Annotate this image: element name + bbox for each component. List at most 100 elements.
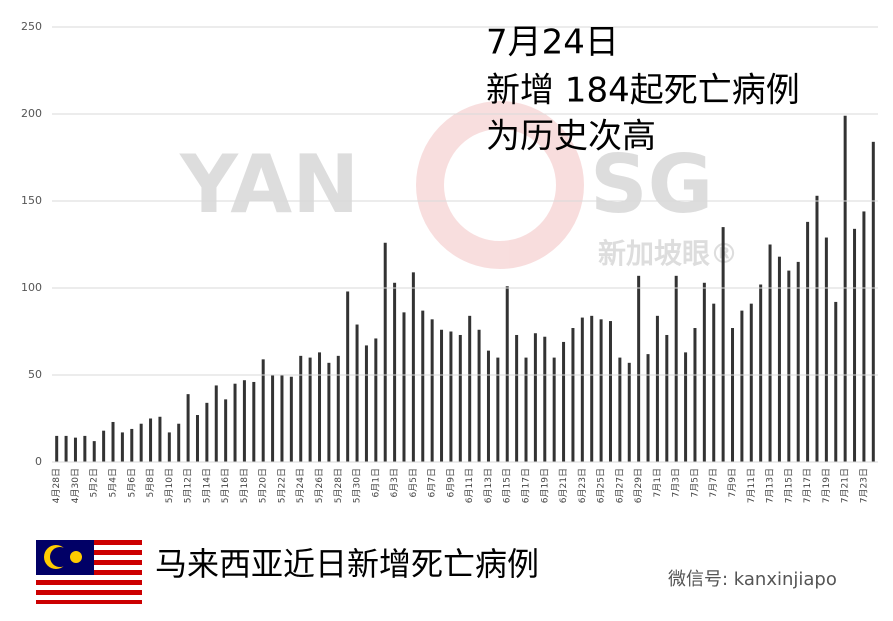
x-tick-label: 6月15日 [502,468,513,503]
x-tick-label: 5月20日 [258,468,269,503]
bar [402,312,406,462]
bar [871,141,875,462]
annotation: 7月24日 新增 184起死亡病例 为历史次高 [486,23,800,157]
bar [364,345,368,462]
bar [505,286,509,462]
x-tick-label: 5月12日 [183,468,194,503]
bar [111,421,115,462]
watermark: YAN SG 新加坡眼® [179,101,738,270]
bar [242,380,246,462]
bar [684,352,688,462]
bar [73,437,77,462]
bar [721,227,725,462]
x-tick-label: 6月25日 [596,468,607,503]
wechat-id: 微信号: kanxinjiapo [668,569,837,590]
x-tick-label: 7月11日 [746,468,757,503]
x-tick-label: 6月1日 [370,468,381,497]
bar [55,435,59,462]
bar [393,282,397,462]
bar [458,334,462,462]
bar [430,319,434,462]
bar [289,376,293,462]
bar [486,350,490,462]
x-tick-label: 6月27日 [614,468,625,503]
x-tick-label: 6月7日 [427,468,438,497]
bar [411,272,415,462]
x-tick-label: 5月24日 [295,468,306,503]
bar [824,237,828,462]
x-tick-label: 5月4日 [108,468,119,497]
bar [618,357,622,462]
bar [580,317,584,462]
bar [355,324,359,462]
bar [768,244,772,462]
annotation-line: 7月24日 [486,23,619,63]
bar [336,355,340,462]
bar [524,357,528,462]
bar [562,341,566,462]
bar [149,418,153,462]
bar [261,359,265,462]
bar [158,416,162,462]
y-tick-label: 100 [21,281,42,294]
bar [571,328,575,462]
bar [271,375,275,462]
y-tick-label: 50 [28,368,42,381]
x-tick-label: 5月16日 [220,468,231,503]
x-tick-label: 5月6日 [126,468,137,497]
x-tick-label: 7月15日 [783,468,794,503]
x-tick-label: 7月5日 [689,468,700,497]
bar [496,357,500,462]
x-tick-label: 7月7日 [708,468,719,497]
bar [796,261,800,462]
bar [102,430,106,462]
x-tick-label: 5月10日 [164,468,175,503]
bar [195,415,199,462]
x-tick-label: 7月3日 [671,468,682,497]
x-tick-label: 6月9日 [445,468,456,497]
x-tick-label: 6月19日 [539,468,550,503]
bar [92,441,96,462]
watermark-logo [416,101,584,269]
bar [440,329,444,462]
bar [853,228,857,462]
x-tick-label: 5月30日 [352,468,363,503]
x-tick-label: 5月28日 [333,468,344,503]
bar [233,383,237,462]
x-tick-label: 5月18日 [239,468,250,503]
caption: 马来西亚近日新增死亡病例 [155,545,539,583]
bar [421,310,425,462]
bar [533,333,537,462]
y-tick-label: 0 [35,455,42,468]
flag [36,540,142,604]
bar [590,315,594,462]
bar [627,362,631,462]
y-tick-label: 200 [21,107,42,120]
x-tick-label: 7月13日 [765,468,776,503]
x-tick-label: 7月9日 [727,468,738,497]
x-tick-label: 6月5日 [408,468,419,497]
bar [130,428,134,462]
bar [777,256,781,462]
bar [787,270,791,462]
bar [834,301,838,462]
bar [740,310,744,462]
x-tick-label: 7月17日 [802,468,813,503]
bar [515,334,519,462]
x-tick-label: 6月17日 [521,468,532,503]
x-tick-label: 5月26日 [314,468,325,503]
x-tick-label: 5月2日 [89,468,100,497]
bar [318,352,322,462]
x-tick-label: 5月22日 [276,468,287,503]
bar [646,354,650,462]
x-tick-label: 5月8日 [145,468,156,497]
x-tick-label: 5月14日 [201,468,212,503]
x-tick-label: 7月23日 [858,468,869,503]
bar [552,357,556,462]
bar [346,291,350,462]
annotation-line: 新增 184起死亡病例 [486,71,800,111]
bar [139,423,143,462]
bar [665,334,669,462]
bar [731,328,735,462]
